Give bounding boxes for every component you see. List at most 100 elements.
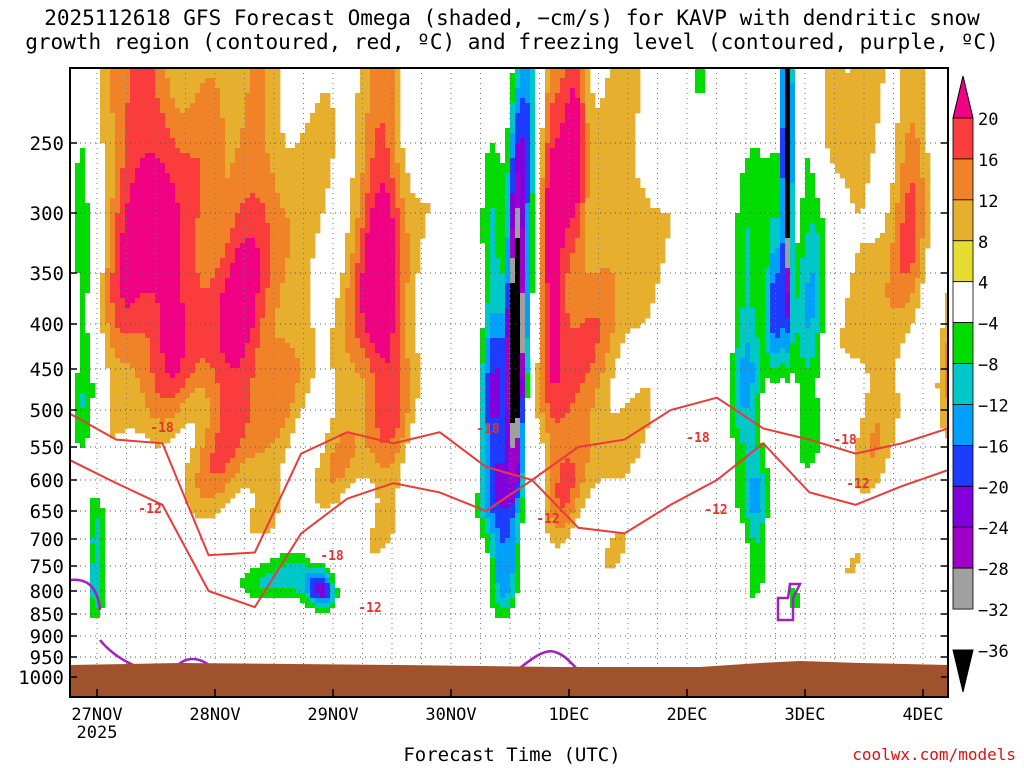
omega-cell	[360, 83, 366, 89]
omega-cell	[860, 183, 866, 189]
omega-cell	[560, 218, 566, 224]
omega-cell	[125, 128, 131, 134]
omega-cell	[785, 138, 791, 144]
omega-cell	[570, 193, 576, 199]
omega-cell	[540, 268, 546, 274]
omega-cell	[185, 238, 191, 244]
omega-cell	[530, 133, 536, 139]
omega-cell	[240, 148, 246, 154]
omega-cell	[850, 173, 856, 179]
omega-cell	[150, 193, 156, 199]
omega-cell	[505, 243, 511, 249]
omega-cell	[790, 153, 796, 159]
omega-cell	[355, 203, 361, 209]
omega-cell	[600, 198, 606, 204]
omega-cell	[890, 263, 896, 269]
omega-cell	[285, 233, 291, 239]
omega-cell	[170, 238, 176, 244]
omega-cell	[75, 143, 81, 149]
omega-cell	[130, 163, 136, 169]
omega-cell	[855, 178, 861, 184]
omega-cell	[830, 113, 836, 119]
omega-cell	[620, 208, 626, 214]
omega-cell	[575, 258, 581, 264]
omega-cell	[180, 163, 186, 169]
omega-cell	[235, 98, 241, 104]
omega-cell	[160, 118, 166, 124]
omega-cell	[330, 108, 336, 114]
omega-cell	[610, 268, 616, 274]
omega-cell	[545, 78, 551, 84]
omega-cell	[920, 183, 926, 189]
omega-cell	[105, 248, 111, 254]
omega-cell	[135, 213, 141, 219]
omega-cell	[240, 103, 246, 109]
omega-cell	[205, 228, 211, 234]
omega-cell	[525, 218, 531, 224]
omega-cell	[355, 133, 361, 139]
omega-cell	[185, 118, 191, 124]
omega-cell	[535, 123, 541, 129]
omega-cell	[730, 188, 736, 194]
omega-cell	[355, 218, 361, 224]
omega-cell	[275, 88, 281, 94]
omega-cell	[490, 238, 496, 244]
omega-cell	[250, 128, 256, 134]
omega-cell	[75, 253, 81, 259]
omega-cell	[875, 253, 881, 259]
omega-cell	[630, 103, 636, 109]
omega-cell	[155, 108, 161, 114]
omega-cell	[490, 223, 496, 229]
omega-cell	[85, 238, 91, 244]
omega-cell	[220, 158, 226, 164]
omega-cell	[865, 173, 871, 179]
omega-cell	[475, 193, 481, 199]
omega-cell	[750, 183, 756, 189]
omega-cell	[255, 118, 261, 124]
omega-cell	[510, 103, 516, 109]
omega-cell	[615, 78, 621, 84]
omega-cell	[855, 98, 861, 104]
omega-cell	[270, 268, 276, 274]
omega-cell	[175, 213, 181, 219]
omega-cell	[350, 223, 356, 229]
omega-cell	[580, 173, 586, 179]
omega-cell	[750, 113, 756, 119]
omega-cell	[270, 98, 276, 104]
omega-cell	[475, 168, 481, 174]
omega-cell	[110, 228, 116, 234]
omega-cell	[810, 123, 816, 129]
omega-cell	[535, 98, 541, 104]
omega-cell	[85, 268, 91, 274]
omega-cell	[125, 253, 131, 259]
omega-cell	[220, 263, 226, 269]
omega-cell	[485, 243, 491, 249]
omega-cell	[765, 128, 771, 134]
omega-cell	[495, 128, 501, 134]
omega-cell	[550, 103, 556, 109]
omega-cell	[900, 138, 906, 144]
omega-cell	[200, 138, 206, 144]
omega-cell	[245, 148, 251, 154]
omega-cell	[255, 213, 261, 219]
omega-cell	[850, 168, 856, 174]
omega-cell	[615, 198, 621, 204]
omega-cell	[590, 93, 596, 99]
omega-cell	[380, 248, 386, 254]
omega-cell	[805, 113, 811, 119]
omega-cell	[355, 163, 361, 169]
omega-cell	[200, 78, 206, 84]
omega-cell	[270, 258, 276, 264]
omega-cell	[490, 213, 496, 219]
omega-cell	[905, 68, 911, 74]
omega-cell	[190, 188, 196, 194]
omega-cell	[270, 183, 276, 189]
omega-cell	[615, 263, 621, 269]
omega-cell	[485, 128, 491, 134]
omega-cell	[635, 218, 641, 224]
omega-cell	[115, 198, 121, 204]
omega-cell	[485, 83, 491, 89]
omega-cell	[145, 133, 151, 139]
omega-cell	[735, 248, 741, 254]
omega-cell	[250, 243, 256, 249]
